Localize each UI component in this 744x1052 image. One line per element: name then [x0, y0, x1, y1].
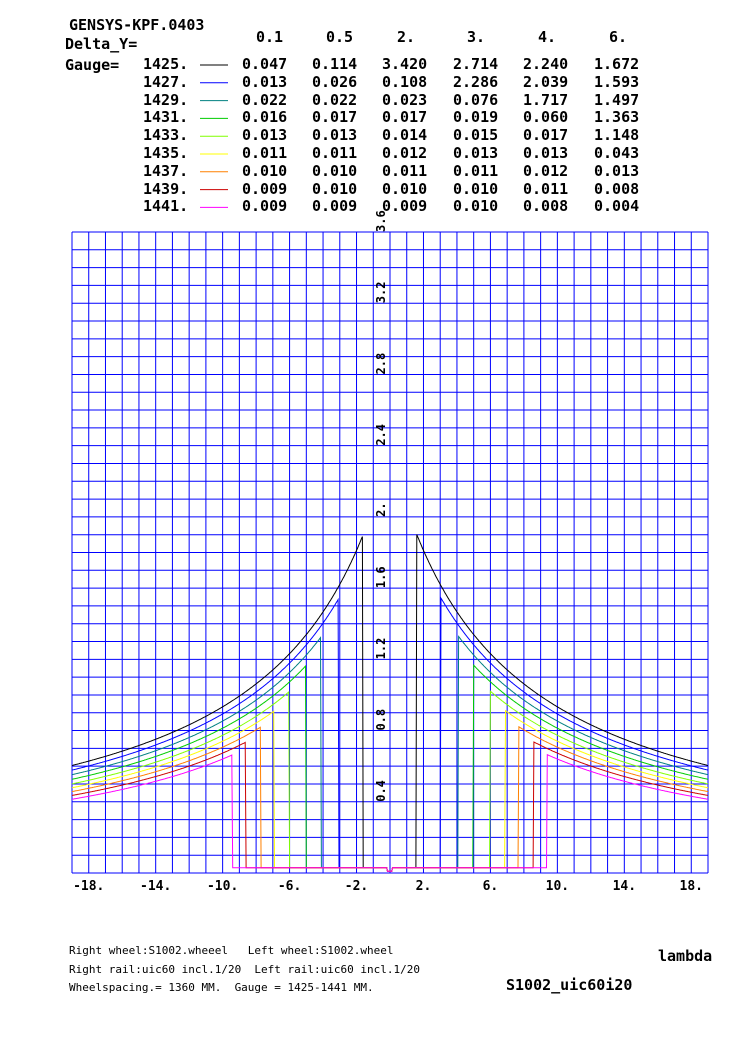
table-column-header: 2. — [397, 28, 416, 46]
table-cell: 0.060 — [523, 108, 569, 127]
table-cell: 1.672 — [594, 55, 640, 73]
table-cell: 0.013 — [242, 72, 288, 91]
table-cell: 0.010 — [453, 179, 499, 198]
x-tick-label: -10. — [207, 879, 238, 894]
table-cell: 1.148 — [594, 126, 640, 145]
table-cell: 0.009 — [382, 197, 428, 216]
legend-gauge-label: 1433. — [143, 126, 189, 145]
case-name: S1002_uic60i20 — [506, 976, 633, 994]
delta-y-label: Delta_Y= — [65, 35, 138, 53]
table-column-header: 6. — [609, 28, 628, 46]
x-tick-label: 6. — [483, 879, 499, 894]
legend-gauge-label: 1431. — [143, 108, 189, 127]
table-cell: 0.009 — [242, 197, 288, 216]
x-tick-label: -2. — [345, 879, 368, 894]
legend-gauge-label: 1427. — [143, 72, 189, 91]
table-cell: 0.014 — [382, 126, 428, 145]
y-tick-label: 2. — [374, 502, 388, 516]
wheelspacing-gauge: Wheelspacing.= 1360 MM. Gauge = 1425-144… — [69, 981, 374, 994]
rail-profiles: Right rail:uic60 incl.1/20 Left rail:uic… — [69, 963, 420, 976]
table-cell: 2.286 — [453, 72, 499, 91]
table-cell: 0.114 — [312, 55, 358, 73]
x-tick-label: -6. — [278, 879, 301, 894]
table-cell: 0.108 — [382, 72, 428, 91]
y-tick-label: 1.2 — [374, 638, 388, 660]
table-cell: 0.047 — [242, 55, 288, 73]
x-tick-label: -18. — [73, 879, 104, 894]
table-cell: 0.011 — [242, 144, 288, 162]
table-column-header: 3. — [467, 28, 486, 46]
y-tick-label: 3.6 — [374, 210, 388, 232]
table-cell: 2.240 — [523, 55, 569, 73]
table-cell: 0.023 — [382, 90, 428, 109]
table-cell: 0.009 — [242, 179, 288, 198]
table-cell: 0.008 — [523, 197, 569, 216]
table-cell: 0.022 — [242, 90, 288, 109]
x-tick-label: 14. — [613, 879, 636, 894]
series-curve-1441 — [71, 753, 709, 872]
table-cell: 1.593 — [594, 72, 640, 91]
x-tick-label: 10. — [546, 879, 569, 894]
table-cell: 0.008 — [594, 179, 640, 198]
table-cell: 2.039 — [523, 72, 569, 91]
legend-gauge-label: 1441. — [143, 197, 189, 216]
x-tick-label: 18. — [680, 879, 703, 894]
table-cell: 3.420 — [382, 55, 428, 73]
gauge-label: Gauge= — [65, 56, 120, 74]
table-column-header: 4. — [538, 28, 557, 46]
x-tick-label: -14. — [140, 879, 171, 894]
table-cell: 0.010 — [453, 197, 499, 216]
table-cell: 0.013 — [594, 161, 640, 180]
x-tick-label: 2. — [416, 879, 432, 894]
table-cell: 0.012 — [523, 161, 569, 180]
table-cell: 0.012 — [382, 144, 428, 162]
table-cell: 0.010 — [382, 179, 428, 198]
table-cell: 0.011 — [453, 161, 499, 180]
table-cell: 0.026 — [312, 72, 358, 91]
wheel-profiles: Right wheel:S1002.wheeel Left wheel:S100… — [69, 944, 394, 957]
table-cell: 0.013 — [312, 126, 358, 145]
legend-gauge-label: 1429. — [143, 90, 189, 109]
table-cell: 1.497 — [594, 90, 640, 109]
program-title: GENSYS-KPF.0403 — [69, 16, 205, 34]
table-cell: 0.015 — [453, 126, 499, 145]
table-cell: 0.013 — [242, 126, 288, 145]
table-cell: 0.013 — [523, 144, 569, 162]
table-cell: 0.011 — [523, 179, 569, 198]
table-column-header: 0.5 — [326, 28, 354, 46]
table-cell: 0.011 — [382, 161, 428, 180]
table-cell: 0.022 — [312, 90, 358, 109]
legend-gauge-label: 1435. — [143, 144, 189, 162]
y-tick-label: 3.2 — [374, 282, 388, 304]
table-cell: 0.016 — [242, 108, 288, 127]
table-cell: 0.017 — [312, 108, 358, 127]
table-cell: 0.076 — [453, 90, 499, 109]
table-cell: 0.017 — [523, 126, 569, 145]
table-cell: 0.043 — [594, 144, 640, 162]
table-cell: 0.019 — [453, 108, 499, 127]
table-cell: 0.009 — [312, 197, 358, 216]
table-cell: 0.010 — [242, 161, 288, 180]
table-cell: 0.010 — [312, 161, 358, 180]
y-tick-label: 2.8 — [374, 353, 388, 375]
legend-gauge-label: 1425. — [143, 55, 189, 73]
y-tick-label: 0.4 — [374, 780, 388, 802]
table-cell: 0.011 — [312, 144, 358, 162]
table-cell: 2.714 — [453, 55, 499, 73]
y-tick-label: 1.6 — [374, 566, 388, 588]
y-tick-label: 2.4 — [374, 424, 388, 446]
table-cell: 0.004 — [594, 197, 640, 216]
table-column-header: 0.1 — [256, 28, 284, 46]
x-axis-label: lambda — [658, 947, 713, 965]
legend-gauge-label: 1439. — [143, 179, 189, 198]
legend-gauge-label: 1437. — [143, 161, 189, 180]
table-cell: 0.013 — [453, 144, 499, 162]
table-cell: 1.717 — [523, 90, 569, 109]
table-cell: 0.017 — [382, 108, 428, 127]
table-cell: 1.363 — [594, 108, 640, 127]
y-tick-label: 0.8 — [374, 709, 388, 731]
table-cell: 0.010 — [312, 179, 358, 198]
